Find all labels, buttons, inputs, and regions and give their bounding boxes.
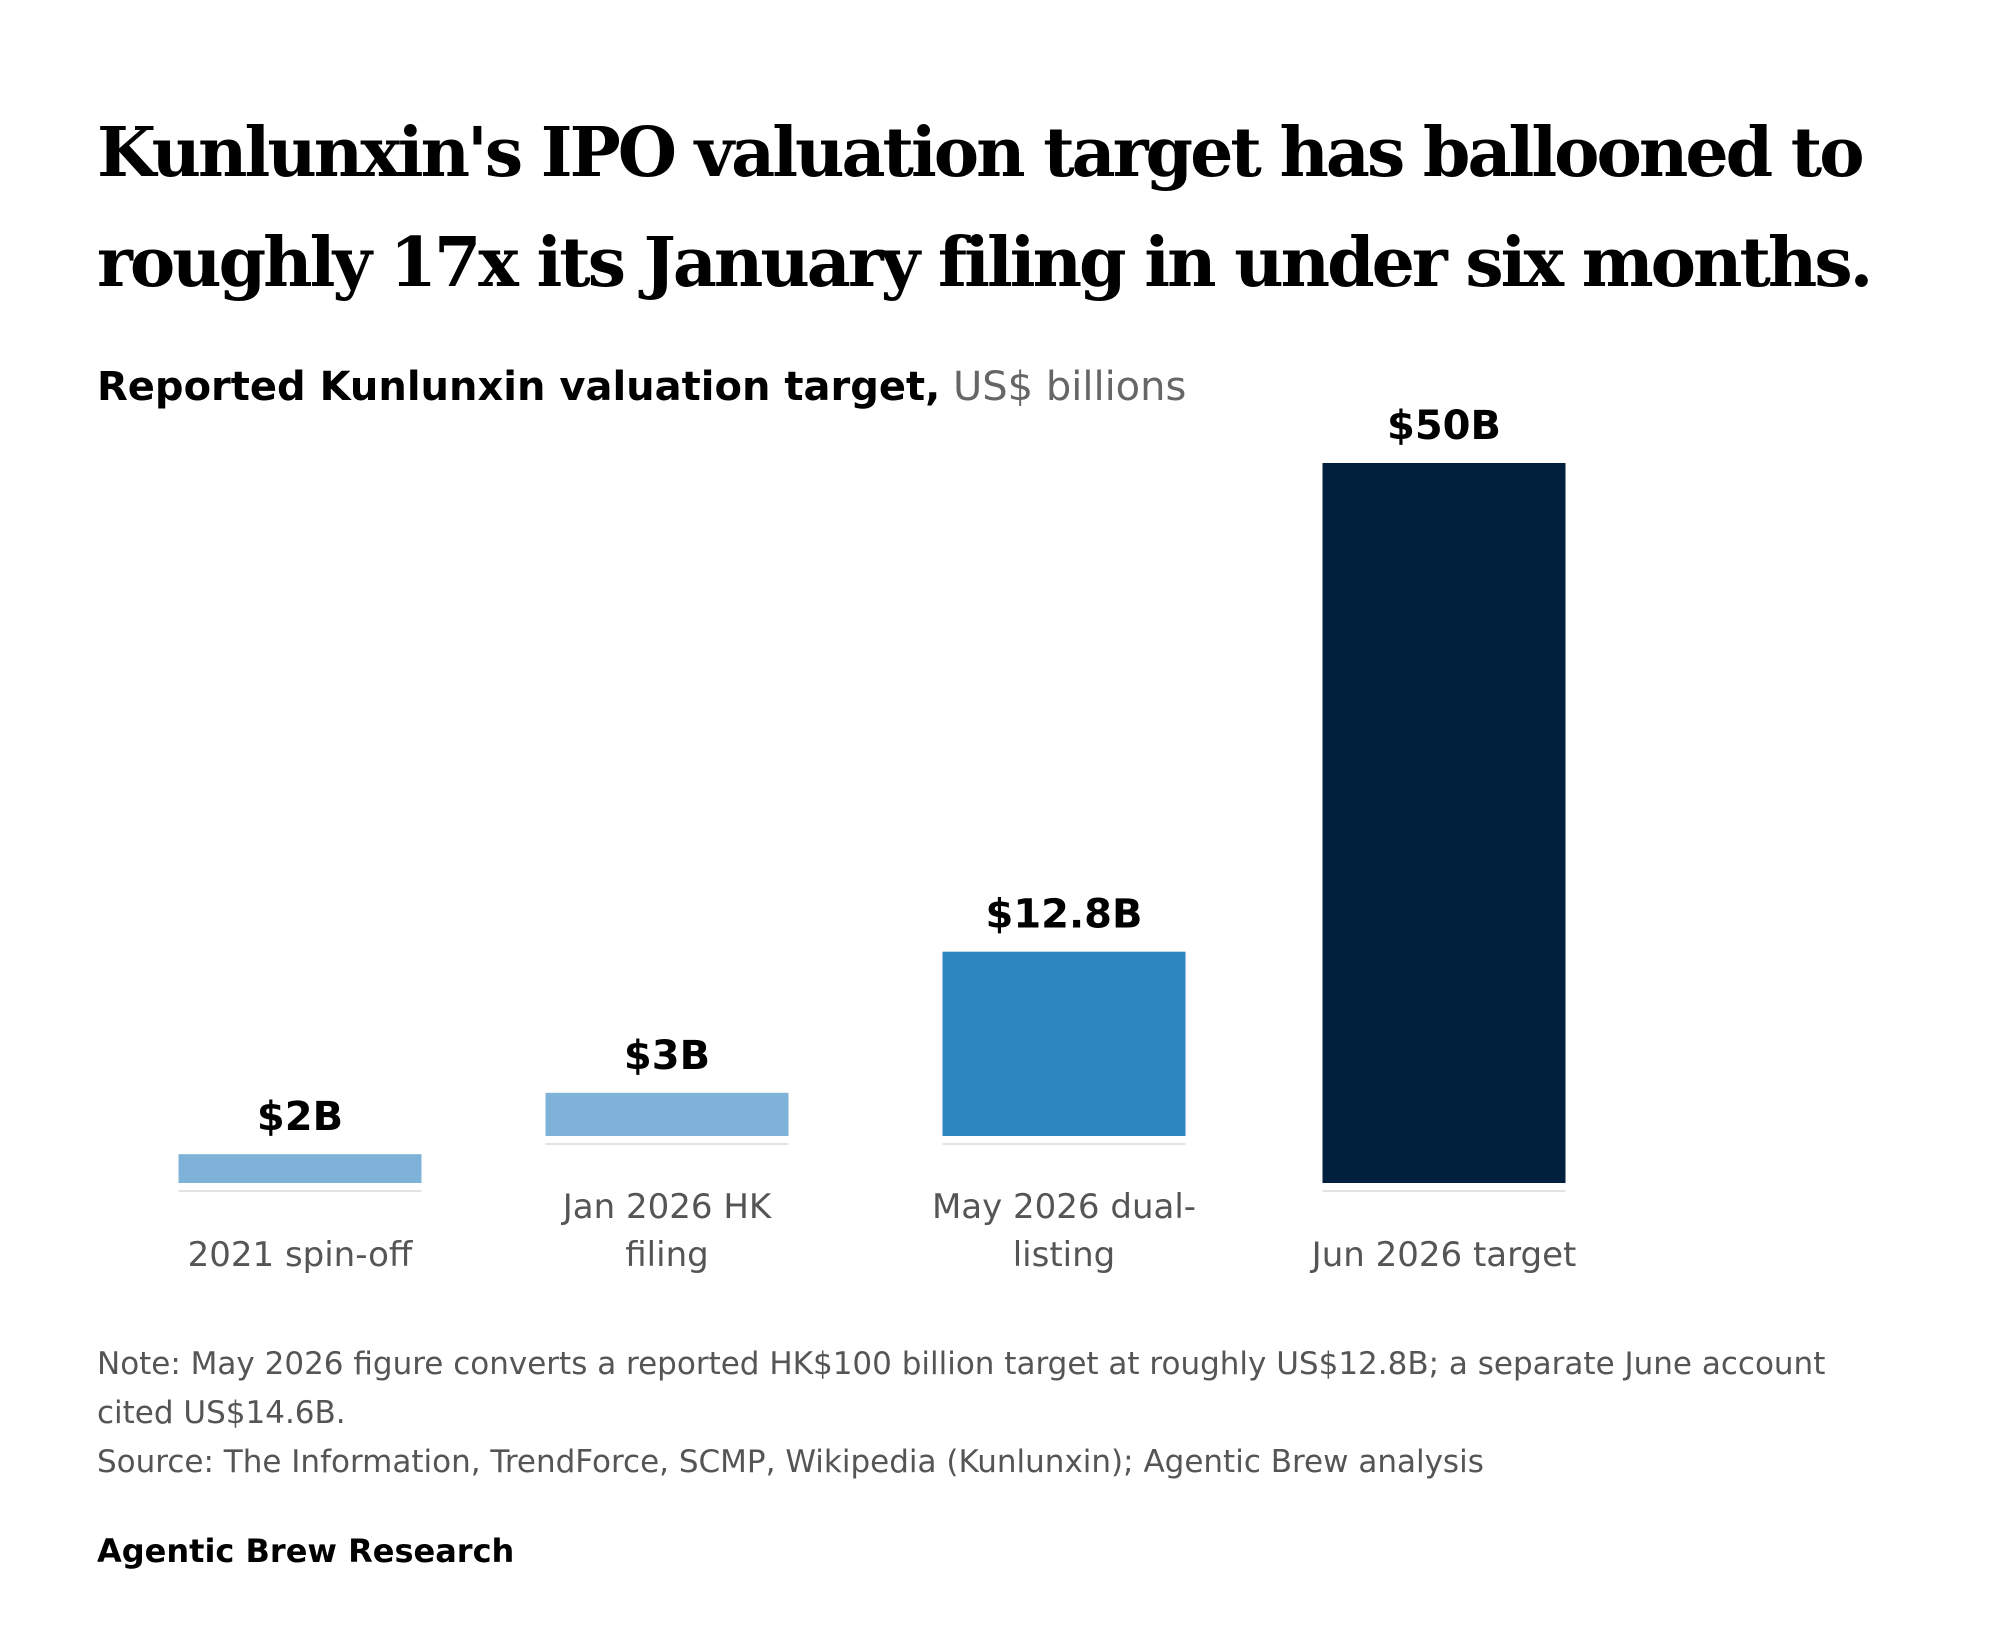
bar-chart: $2B 2021 spin-off $3B Jan 2026 HK filing $12.… [178, 403, 1577, 1275]
category-tick-label: listing [1013, 1235, 1116, 1275]
bar [1322, 463, 1566, 1183]
subtitle-measure: Reported Kunlunxin valuation target, [97, 364, 941, 410]
category-tick-label: May 2026 dual- [932, 1187, 1196, 1227]
data-label: $12.8B [985, 892, 1142, 938]
footnote: Note: May 2026 figure converts a reporte… [97, 1340, 1897, 1487]
bar [178, 1154, 422, 1183]
note-text: Note: May 2026 figure converts a reporte… [97, 1346, 1826, 1431]
data-label: $50B [1387, 403, 1501, 449]
bar [942, 951, 1186, 1136]
data-label: $3B [624, 1033, 710, 1079]
chart-title: Kunlunxin's IPO valuation target has bal… [97, 113, 1873, 303]
category-tick-label: Jan 2026 HK [561, 1187, 773, 1227]
source-text: Source: The Information, TrendForce, SCM… [97, 1444, 1484, 1480]
bar [545, 1092, 789, 1136]
chart-subtitle: Reported Kunlunxin valuation target, US$… [97, 362, 1186, 412]
category-tick-label: Jun 2026 target [1310, 1235, 1577, 1275]
data-label: $2B [257, 1094, 343, 1140]
category-tick-label: filing [625, 1235, 708, 1275]
category-tick-label: 2021 spin-off [188, 1235, 414, 1275]
subtitle-unit: US$ billions [953, 364, 1187, 410]
brand-label: Agentic Brew Research [97, 1532, 515, 1570]
